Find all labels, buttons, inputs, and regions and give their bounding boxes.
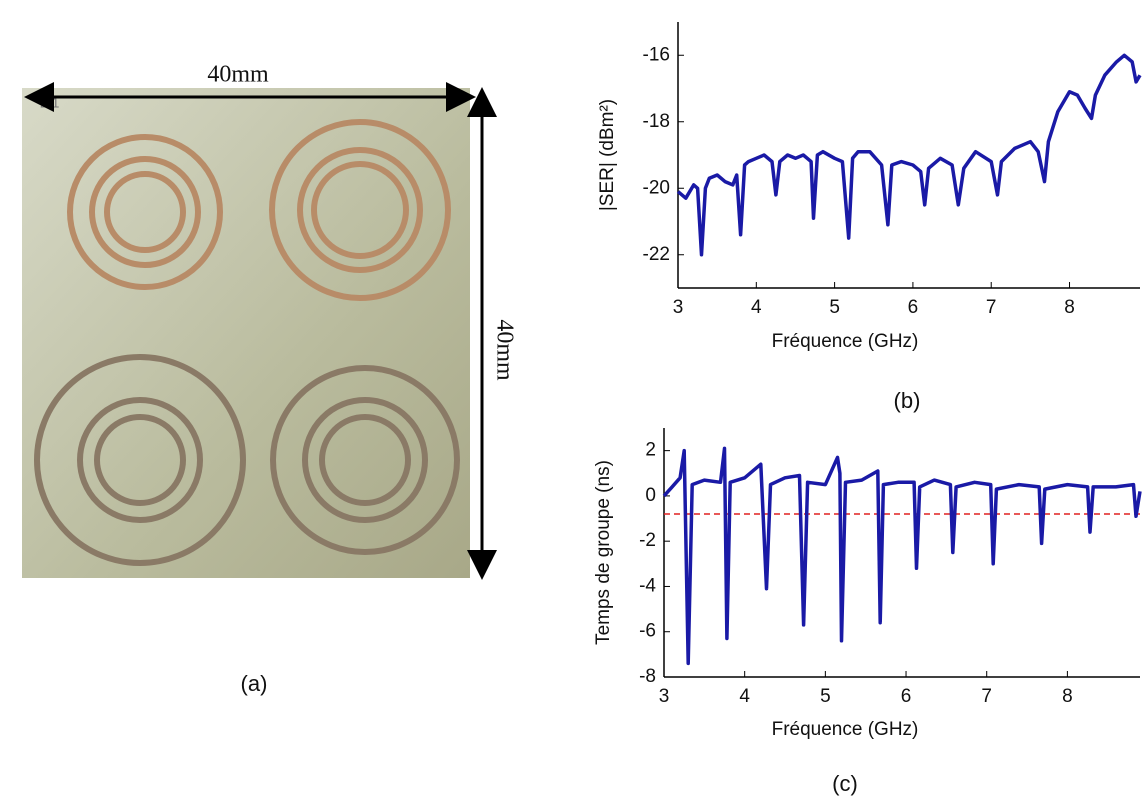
y-axis-label: |SER| (dBm²) (597, 99, 618, 211)
x-tick-label: 6 (908, 297, 919, 318)
y-tick-label: -4 (639, 575, 656, 596)
x-tick-label: 7 (981, 686, 992, 707)
x-tick-label: 8 (1064, 297, 1075, 318)
y-tick-label: -18 (643, 111, 670, 132)
x-tick-label: 7 (986, 297, 997, 318)
pcb (22, 88, 470, 578)
x-tick-label: 3 (659, 686, 670, 707)
x-tick-label: 6 (901, 686, 912, 707)
x-tick-label: 5 (829, 297, 840, 318)
x-tick-label: 8 (1062, 686, 1073, 707)
x-tick-label: 4 (751, 297, 762, 318)
data-line (676, 53, 1142, 257)
x-tick-label: 5 (820, 686, 831, 707)
y-tick-label: -22 (643, 244, 670, 265)
data-line (662, 446, 1142, 666)
x-axis-label: Fréquence (GHz) (772, 719, 919, 740)
caption: (a) (241, 671, 268, 696)
photo: 2 1 40mm 40mm (a) (22, 62, 518, 696)
y-tick-label: -8 (639, 666, 656, 687)
y-tick-label: -2 (639, 530, 656, 551)
caption: (c) (832, 771, 858, 796)
y-tick-label: -16 (643, 44, 670, 65)
y-tick-label: 2 (645, 440, 656, 461)
y-axis-label: Temps de groupe (ns) (593, 460, 614, 645)
y-tick-label: -6 (639, 621, 656, 642)
top-rings (67, 119, 451, 301)
height-label: 40mm (491, 319, 517, 381)
x-tick-label: 3 (673, 297, 684, 318)
width-label: 40mm (207, 62, 269, 88)
caption: (b) (894, 388, 921, 413)
y-tick-label: -20 (643, 177, 670, 198)
y-tick-label: 0 (645, 485, 656, 506)
x-tick-label: 4 (739, 686, 750, 707)
x-axis-label: Fréquence (GHz) (772, 331, 919, 352)
bottom-rings (34, 354, 460, 566)
